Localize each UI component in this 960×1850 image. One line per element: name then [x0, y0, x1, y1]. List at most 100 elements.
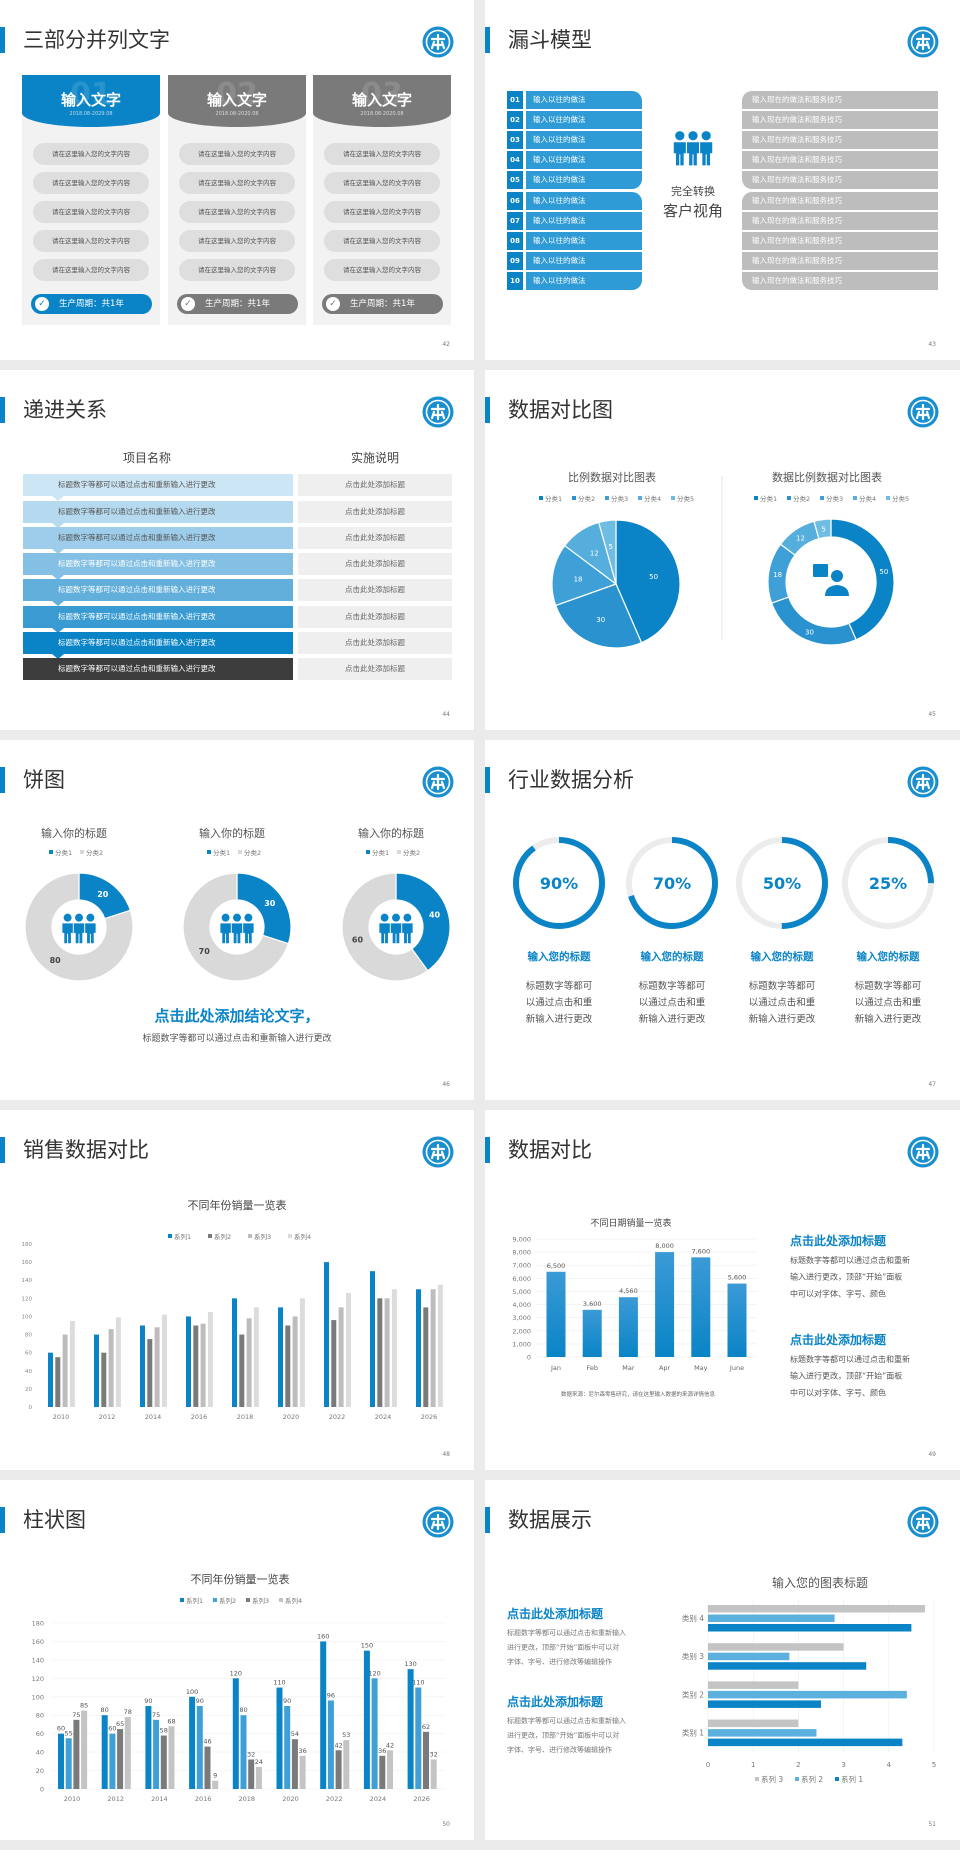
bar-系列2-2016 [193, 1325, 199, 1407]
data-label: 3,600 [583, 1300, 602, 1308]
logo-icon [422, 1506, 454, 1538]
legend-swatch [795, 1777, 799, 1781]
page-number: 51 [928, 1821, 936, 1828]
y-tick-label: 40 [36, 1749, 44, 1757]
legend-swatch [820, 496, 824, 500]
data-label: 150 [361, 1642, 373, 1650]
info-card: 01 输入文字 2018.08-2029.08 请在这里输入您的文字内容 请在这里输入您… [22, 75, 160, 325]
card-title: 输入文字 [206, 91, 267, 109]
category-label: 类别 1 [682, 1728, 704, 1738]
data-label: 65 [116, 1720, 124, 1728]
card-footer: ✓ 生产周期：共1年 [177, 294, 298, 314]
block-text: 进行更改，顶部“开始”面板中可以对 [507, 1731, 619, 1740]
funnel-number: 07 [507, 211, 523, 230]
slide-47: 行业数据分析 47 90% 输入您的标题 标题数字等都可 以通过点击和重 新输入进行更改 70… [485, 740, 960, 1100]
bar-系列4-2026 [430, 1759, 437, 1789]
chart-title: 输入你的标题 [199, 826, 265, 840]
bar-系列3-2016 [204, 1746, 211, 1789]
down-arrow-icon [52, 523, 64, 528]
column-header-name: 项目名称 [122, 451, 171, 465]
bar-系列4-2020 [299, 1755, 306, 1789]
pie-data-label: 12 [796, 534, 805, 542]
x-tick-label: 3 [841, 1761, 845, 1769]
logo-ring [425, 29, 451, 55]
funnel-left-item: 输入以往的做法 [526, 91, 642, 109]
data-label: 90 [283, 1697, 291, 1705]
funnel-left-item: 输入以往的做法 [526, 271, 642, 290]
x-tick-label: 1 [751, 1761, 755, 1769]
y-tick-label: 160 [32, 1638, 44, 1646]
card-item: 请在这里输入您的文字内容 [324, 201, 440, 223]
funnel-left-item: 输入以往的做法 [526, 211, 642, 230]
x-tick-label: Feb [586, 1364, 598, 1372]
card-title: 输入文字 [60, 91, 121, 109]
x-tick-label: 2012 [107, 1795, 124, 1803]
data-label: 32 [430, 1750, 438, 1758]
data-label: 80 [101, 1706, 109, 1714]
person-body [73, 923, 85, 944]
slide-43: 漏斗模型 43 01 输入以往的做法 输入现在的做法和服务技巧 02 输入以往的做法 输入现在… [485, 0, 960, 360]
legend-swatch [886, 496, 890, 500]
check-circle-icon: ✓ [326, 297, 340, 311]
y-tick-label: 5,000 [512, 1288, 531, 1296]
pie-slice-分类5 [813, 518, 832, 540]
block-text: 字体、字号、进行修改等编辑操作 [507, 1657, 612, 1666]
x-tick-label: 2010 [53, 1413, 70, 1421]
bar-系列1-2022 [324, 1262, 329, 1407]
chart-title: 不同年份销量一览表 [191, 1572, 290, 1586]
y-tick-label: 0 [40, 1786, 44, 1794]
x-tick-label: 5 [932, 1761, 936, 1769]
legend-label: 分类5 [677, 494, 694, 503]
slide-46: 饼图 46 输入你的标题 分类1 分类2 20 80 输入你的标题 分类1 分类2 30 70 输入你的… [0, 740, 474, 1100]
y-tick-label: 180 [22, 1242, 33, 1248]
legend-label: 系列2 [214, 1232, 231, 1241]
conclusion-title: 点击此处添加结论文字， [154, 1007, 320, 1025]
slide-title: 销售数据对比 [23, 1138, 149, 1162]
bar-系列4-2018 [255, 1766, 262, 1789]
page-number: 43 [928, 341, 936, 348]
slide-title: 漏斗模型 [508, 28, 592, 52]
person-body [231, 923, 243, 944]
person-body [379, 923, 390, 944]
bar-系列 1-类别 3 [708, 1662, 867, 1670]
data-label: 54 [291, 1730, 299, 1738]
y-tick-label: 100 [32, 1693, 44, 1701]
funnel-left-item: 输入以往的做法 [526, 151, 642, 170]
logo-glyph [430, 1143, 446, 1161]
slide-title: 数据展示 [508, 1508, 592, 1532]
funnel-left-item: 输入以往的做法 [526, 251, 642, 270]
data-label: 24 [255, 1758, 263, 1766]
data-label: 68 [167, 1717, 175, 1725]
bar-系列1-2016 [186, 1316, 191, 1407]
legend-swatch [638, 496, 642, 500]
person-body [85, 923, 96, 944]
metric-title: 输入您的标题 [528, 950, 591, 963]
page-number: 50 [442, 1821, 450, 1828]
chart-title: 输入你的标题 [358, 826, 424, 840]
customer-service-icon [813, 564, 849, 596]
data-label: 9 [213, 1772, 217, 1780]
y-tick-label: 6,000 [512, 1275, 531, 1283]
bar-系列1-2012 [94, 1334, 99, 1407]
legend-swatch [754, 496, 758, 500]
y-tick-label: 7,000 [512, 1262, 531, 1270]
bar-系列 2-类别 1 [708, 1729, 817, 1737]
data-label: 58 [160, 1727, 168, 1735]
bar-系列2-2016 [196, 1706, 203, 1789]
card-item: 请在这里输入您的文字内容 [324, 259, 440, 281]
x-tick-label: 2024 [370, 1795, 387, 1803]
x-tick-label: 2016 [195, 1795, 212, 1803]
block-text: 标题数字等都可以通过点击和重新 [790, 1354, 910, 1364]
data-label: 75 [72, 1711, 80, 1719]
pie-data-label: 12 [590, 549, 599, 557]
card-number: 01 [70, 77, 112, 112]
bar-系列2-2018 [240, 1715, 247, 1789]
block-text: 字体、字号、进行修改等编辑操作 [507, 1745, 612, 1754]
footer-label: 生产周期：共1年 [59, 299, 124, 309]
funnel-number: 09 [507, 251, 523, 270]
bar-系列2-2010 [55, 1357, 61, 1407]
pie-data-label: 30 [596, 616, 605, 624]
y-tick-label: 140 [22, 1278, 33, 1284]
